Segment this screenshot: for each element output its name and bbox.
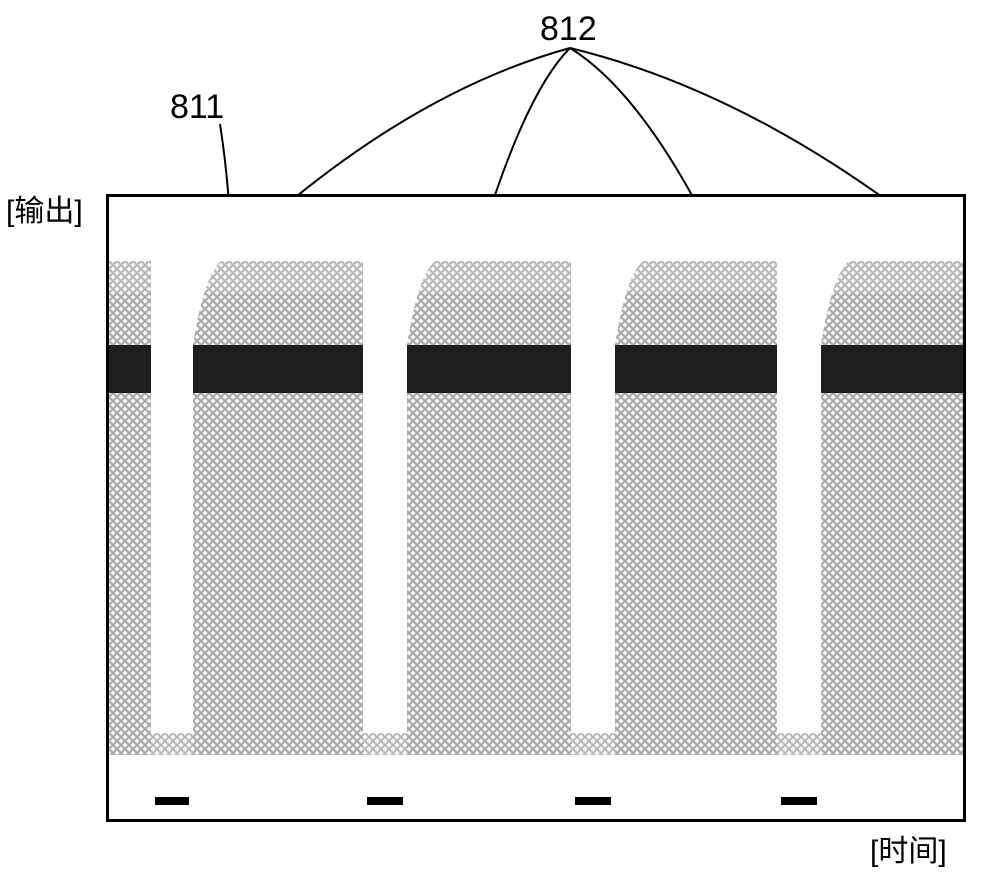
figure-stage: 812 811 [输出] [时间] bbox=[0, 0, 1000, 876]
gap-floor-1 bbox=[367, 797, 403, 805]
gap-floor-2 bbox=[575, 797, 611, 805]
gap-floor-3 bbox=[781, 797, 817, 805]
gap-floor-0 bbox=[155, 797, 189, 805]
callout-label-812: 812 bbox=[540, 10, 597, 49]
pulse-4 bbox=[821, 257, 963, 755]
pulse-3 bbox=[615, 257, 777, 755]
chart-frame bbox=[106, 194, 966, 822]
pulse-0 bbox=[109, 261, 151, 755]
callout-label-811: 811 bbox=[170, 88, 224, 127]
x-axis-label: [时间] bbox=[870, 826, 947, 870]
pulse-2 bbox=[407, 257, 571, 755]
chart-svg bbox=[109, 197, 963, 819]
pulse-1 bbox=[193, 257, 363, 755]
y-axis-label: [输出] bbox=[6, 186, 83, 230]
